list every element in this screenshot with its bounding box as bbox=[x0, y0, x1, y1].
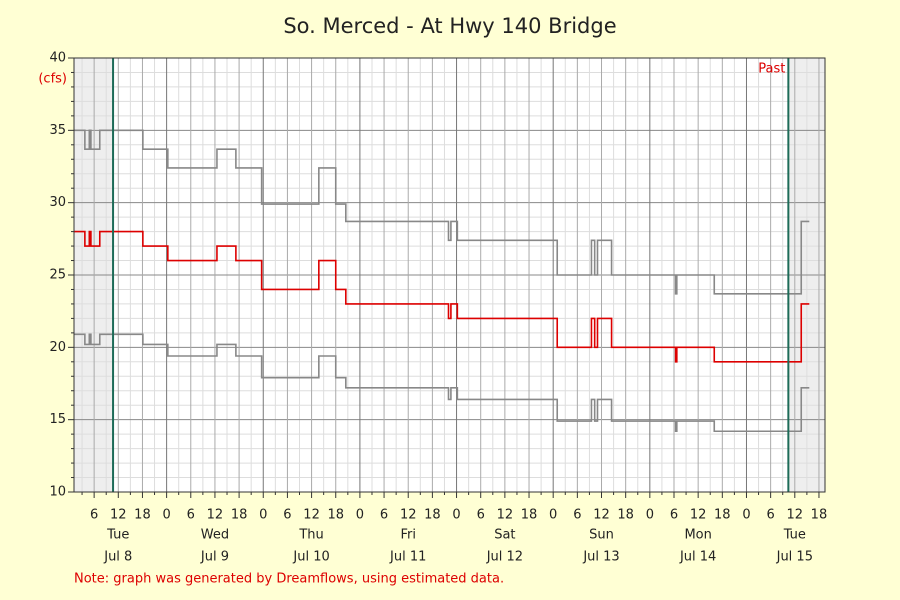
note: Note: graph was generated by Dreamflows,… bbox=[74, 572, 504, 587]
x-tick-label: 6 bbox=[766, 508, 774, 523]
x-tick-label: 0 bbox=[549, 508, 557, 523]
x-tick-label: 0 bbox=[742, 508, 750, 523]
plot-frame bbox=[73, 57, 826, 493]
x-tick-label: 6 bbox=[477, 508, 485, 523]
x-tick-label: 18 bbox=[714, 508, 731, 523]
x-tick-label: 6 bbox=[573, 508, 581, 523]
y-tick-label: 30 bbox=[49, 195, 66, 210]
y-tick-label: 15 bbox=[49, 412, 66, 427]
day-label: Tue bbox=[106, 528, 129, 543]
x-tick-label: 0 bbox=[452, 508, 460, 523]
day-label: Sun bbox=[589, 528, 614, 543]
series-line bbox=[74, 230, 810, 363]
x-tick-label: 12 bbox=[690, 508, 707, 523]
day-label: Sat bbox=[494, 528, 515, 543]
x-tick-label: 18 bbox=[424, 508, 441, 523]
y-unit: (cfs) bbox=[38, 72, 67, 87]
x-tick-label: 18 bbox=[521, 508, 538, 523]
x-tick-label: 0 bbox=[259, 508, 267, 523]
x-tick-label: 6 bbox=[380, 508, 388, 523]
y-tick-label: 25 bbox=[49, 268, 66, 283]
day-label: Fri bbox=[400, 528, 416, 543]
date-label: Jul 10 bbox=[292, 550, 329, 565]
date-label: Jul 15 bbox=[776, 550, 813, 565]
x-tick-label: 18 bbox=[231, 508, 248, 523]
day-label: Wed bbox=[201, 528, 229, 543]
date-label: Jul 12 bbox=[486, 550, 523, 565]
chart-title: So. Merced - At Hwy 140 Bridge bbox=[283, 14, 616, 38]
x-tick-label: 18 bbox=[617, 508, 634, 523]
marker-label: Past bbox=[758, 62, 785, 77]
y-tick-label: 40 bbox=[49, 51, 66, 66]
x-tick-label: 0 bbox=[356, 508, 364, 523]
x-tick-label: 12 bbox=[303, 508, 320, 523]
series-line bbox=[74, 333, 810, 433]
y-tick-label: 35 bbox=[49, 123, 66, 138]
series bbox=[74, 58, 810, 492]
x-tick-label: 6 bbox=[187, 508, 195, 523]
x-tick-label: 18 bbox=[811, 508, 828, 523]
x-tick-label: 12 bbox=[110, 508, 127, 523]
date-label: Jul 8 bbox=[103, 550, 132, 565]
x-tick-label: 12 bbox=[207, 508, 224, 523]
x-tick-label: 18 bbox=[327, 508, 344, 523]
series-line bbox=[74, 129, 810, 295]
date-label: Jul 14 bbox=[679, 550, 716, 565]
x-tick-label: 6 bbox=[90, 508, 98, 523]
x-tick-label: 12 bbox=[400, 508, 417, 523]
x-tick-label: 12 bbox=[497, 508, 514, 523]
y-tick-label: 20 bbox=[49, 340, 66, 355]
y-tick-label: 10 bbox=[49, 485, 66, 500]
x-tick-label: 0 bbox=[646, 508, 654, 523]
x-tick-label: 6 bbox=[283, 508, 291, 523]
x-tick-label: 12 bbox=[787, 508, 804, 523]
day-label: Mon bbox=[684, 528, 711, 543]
date-label: Jul 11 bbox=[389, 550, 426, 565]
x-tick-label: 6 bbox=[670, 508, 678, 523]
date-label: Jul 13 bbox=[582, 550, 619, 565]
day-label: Tue bbox=[783, 528, 806, 543]
day-label: Thu bbox=[298, 528, 323, 543]
x-tick-label: 12 bbox=[593, 508, 610, 523]
x-tick-label: 18 bbox=[134, 508, 151, 523]
x-tick-label: 0 bbox=[162, 508, 170, 523]
date-label: Jul 9 bbox=[200, 550, 229, 565]
